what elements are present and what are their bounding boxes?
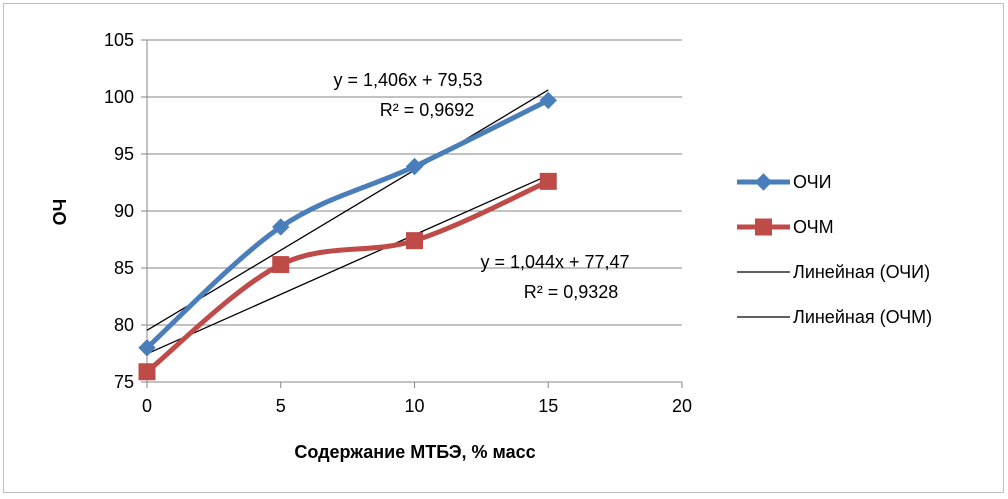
trendline-1-r2: R² = 0,9692 bbox=[380, 100, 475, 120]
trendline-2-equation: y = 1,044x + 77,47 bbox=[480, 252, 629, 272]
legend: ОЧИ ОЧМ Линейная (ОЧИ) Линейная (ОЧМ) bbox=[737, 172, 932, 327]
y-tick-label: 85 bbox=[114, 258, 134, 278]
y-tick-labels: 75 80 85 90 95 100 105 bbox=[104, 30, 134, 392]
y-tick-label: 95 bbox=[114, 144, 134, 164]
data-point-square bbox=[138, 363, 156, 381]
data-point-diamond bbox=[272, 218, 290, 236]
data-point-square bbox=[272, 256, 290, 274]
data-point-diamond bbox=[539, 91, 557, 110]
series-line-1 bbox=[144, 97, 551, 351]
y-tick-label: 80 bbox=[114, 315, 134, 335]
x-tick-labels: 0 5 10 15 20 bbox=[142, 396, 692, 416]
x-tick-label: 20 bbox=[672, 396, 692, 416]
y-tick-label: 75 bbox=[114, 372, 134, 392]
trendline-1-equation: y = 1,406x + 79,53 bbox=[333, 70, 482, 90]
axes bbox=[141, 39, 683, 388]
chart-frame: 75 80 85 90 95 100 105 0 5 10 15 20 y = 1,406x + 7… bbox=[3, 3, 1004, 493]
gridlines bbox=[147, 39, 682, 326]
trendline-1 bbox=[146, 89, 549, 331]
y-tick-label: 105 bbox=[104, 30, 134, 50]
legend-marker-diamond bbox=[754, 173, 773, 191]
y-tick-label: 90 bbox=[114, 201, 134, 221]
data-point-diamond bbox=[138, 339, 156, 357]
trendline-2-r2: R² = 0,9328 bbox=[524, 282, 619, 302]
trendline-equations: y = 1,406x + 79,53 R² = 0,9692 y = 1,044… bbox=[333, 70, 629, 302]
data-point-square bbox=[539, 172, 557, 190]
legend-label-1: ОЧИ bbox=[793, 172, 832, 192]
legend-label-3: Линейная (ОЧИ) bbox=[793, 262, 930, 282]
x-tick-label: 0 bbox=[142, 396, 152, 416]
series-line-2 bbox=[144, 178, 551, 375]
trendlines bbox=[146, 89, 549, 355]
legend-label-2: ОЧМ bbox=[793, 217, 834, 237]
data-point-diamond bbox=[405, 157, 424, 176]
line-chart: 75 80 85 90 95 100 105 0 5 10 15 20 y = 1,406x + 7… bbox=[50, 30, 932, 462]
data-point-square bbox=[406, 232, 423, 250]
data-series bbox=[138, 91, 557, 381]
trendline-2 bbox=[146, 174, 549, 355]
x-tick-label: 10 bbox=[404, 396, 424, 416]
x-axis-title: Содержание МТБЭ, % масс bbox=[294, 442, 535, 462]
legend-label-4: Линейная (ОЧМ) bbox=[793, 307, 932, 327]
legend-marker-square bbox=[755, 218, 772, 236]
x-tick-label: 5 bbox=[276, 396, 286, 416]
y-tick-label: 100 bbox=[104, 87, 134, 107]
x-tick-label: 15 bbox=[538, 396, 558, 416]
y-axis-title: ОЧ bbox=[50, 199, 70, 226]
